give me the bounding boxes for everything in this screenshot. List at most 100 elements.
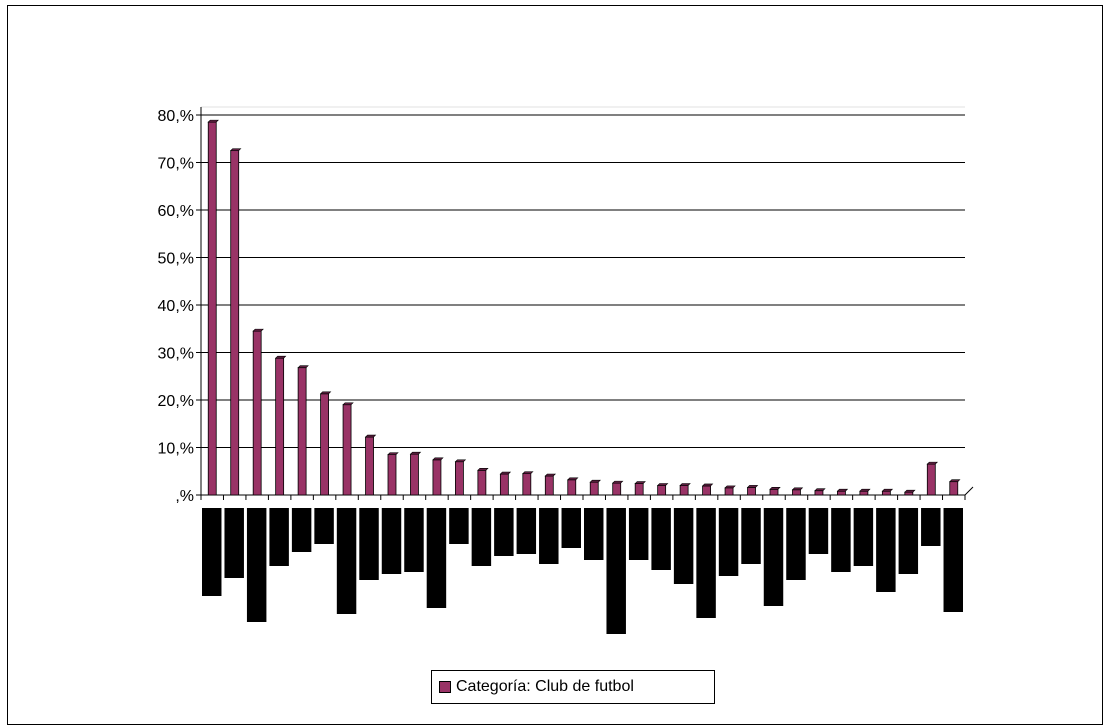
- chart-frame: ,% 10,% 20,% 30,% 40,% 50,% 60,% 70,% 80,% Categ…: [7, 5, 1103, 725]
- category-label-block: [628, 508, 649, 560]
- bar: [477, 467, 489, 496]
- bar-face: [612, 482, 622, 496]
- bar-face: [702, 485, 711, 496]
- bar: [499, 471, 512, 496]
- bar-top: [207, 119, 219, 123]
- bar-face: [544, 475, 554, 496]
- y-tick-labels: ,% 10,% 20,% 30,% 40,% 50,% 60,% 70,% 80,%: [158, 108, 194, 505]
- bar-face: [679, 485, 689, 496]
- bar-face: [387, 454, 397, 496]
- bar: [611, 480, 624, 496]
- y-tick-label: 30,%: [158, 346, 194, 363]
- legend-swatch: [439, 681, 451, 693]
- bar: [881, 488, 894, 496]
- bar: [207, 119, 219, 496]
- y-tick-label: 10,%: [158, 441, 194, 458]
- bar-face: [881, 490, 891, 496]
- bar: [679, 483, 691, 496]
- bar-top: [522, 471, 534, 474]
- bars: [207, 119, 961, 496]
- bar: [701, 483, 714, 496]
- bar-face: [342, 404, 352, 496]
- bar-face: [252, 330, 262, 496]
- category-label-block: [943, 508, 963, 612]
- bar-face: [320, 393, 329, 496]
- category-label-block: [696, 508, 716, 618]
- bar-face: [207, 121, 217, 496]
- category-label-block: [606, 508, 626, 634]
- bar-face: [522, 473, 532, 496]
- bar: [656, 483, 669, 496]
- bar-top: [342, 402, 354, 406]
- bar: [904, 489, 916, 496]
- bar: [522, 471, 534, 496]
- x-axis-depth-line: [964, 486, 974, 496]
- bar-top: [656, 483, 669, 486]
- bar-top: [949, 479, 961, 483]
- bar-top: [432, 457, 444, 461]
- bar: [859, 488, 871, 496]
- bar-face: [275, 357, 285, 496]
- bar-face: [837, 490, 846, 496]
- y-tick-label: ,%: [175, 488, 194, 505]
- bar: [342, 402, 354, 496]
- bar-face: [859, 490, 869, 496]
- bar-face: [634, 483, 644, 496]
- category-label-block: [539, 508, 559, 564]
- category-label-block: [202, 508, 222, 596]
- category-label-block: [808, 508, 829, 554]
- bar-face: [792, 489, 801, 496]
- bar: [274, 355, 287, 496]
- y-tick-label: 80,%: [158, 108, 194, 125]
- bar-top: [364, 434, 377, 438]
- bar-top: [634, 481, 646, 484]
- bar-top: [567, 477, 579, 481]
- bar: [634, 481, 646, 496]
- bar-face: [926, 463, 936, 496]
- category-label-block: [921, 508, 941, 546]
- bar: [252, 328, 264, 496]
- bar-top: [836, 488, 849, 492]
- category-label-block: [898, 508, 919, 574]
- category-label-block: [673, 508, 694, 584]
- bar-face: [410, 453, 419, 496]
- category-label-block: [336, 508, 357, 614]
- bar: [567, 477, 579, 496]
- category-label-block: [426, 508, 447, 608]
- y-tick-label: 70,%: [158, 156, 194, 173]
- bar: [746, 485, 759, 496]
- bar-top: [544, 473, 557, 477]
- bar-face: [455, 461, 464, 496]
- bar: [724, 485, 736, 496]
- category-label-blocks: [202, 508, 963, 634]
- category-label-block: [741, 508, 761, 564]
- bar-face: [432, 459, 442, 496]
- category-label-block: [449, 508, 469, 544]
- category-label-block: [651, 508, 671, 570]
- category-label-block: [853, 508, 874, 566]
- bar-face: [567, 479, 577, 496]
- bar: [454, 459, 467, 496]
- category-label-block: [763, 508, 784, 606]
- bar-face: [477, 469, 487, 496]
- bar-face: [589, 481, 599, 496]
- bar-top: [679, 483, 691, 486]
- category-label-block: [224, 508, 244, 578]
- bar: [319, 391, 332, 496]
- bar-top: [297, 365, 309, 369]
- category-label-block: [314, 508, 334, 544]
- category-label-block: [876, 508, 896, 592]
- bar-top: [724, 485, 736, 489]
- bar-top: [611, 480, 624, 484]
- bar-face: [949, 481, 959, 496]
- category-label-block: [786, 508, 806, 580]
- bar-face: [747, 486, 756, 496]
- category-label-block: [246, 508, 267, 622]
- bar-top: [791, 487, 804, 491]
- bar-top: [229, 148, 242, 151]
- gridlines: [201, 106, 965, 448]
- bar: [297, 365, 309, 496]
- bar-top: [881, 488, 894, 492]
- bar: [432, 457, 444, 496]
- bar-top: [746, 485, 759, 488]
